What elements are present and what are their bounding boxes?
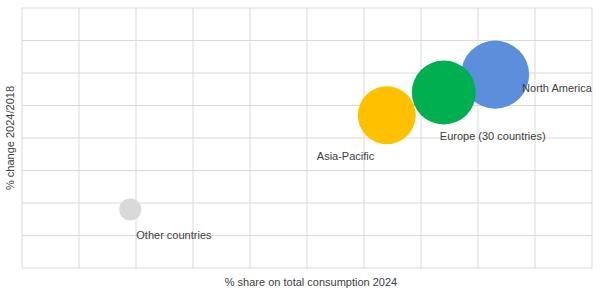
bubble bbox=[119, 198, 141, 220]
y-grid-line bbox=[22, 235, 592, 236]
bubble-labels: North America Europe (30 countries) Asia-P… bbox=[136, 82, 592, 241]
y-grid-line bbox=[22, 203, 592, 204]
bubble bbox=[358, 86, 416, 144]
x-axis-label: % share on total consumption 2024 bbox=[225, 276, 397, 288]
bubble-label: Europe (30 countries) bbox=[440, 130, 546, 142]
grid bbox=[22, 8, 592, 268]
y-grid-line bbox=[22, 8, 592, 9]
y-axis-label: % change 2024/2018 bbox=[4, 86, 16, 190]
y-grid-line bbox=[22, 268, 592, 269]
bubble-label: Other countries bbox=[136, 229, 212, 241]
bubble-label: North America bbox=[522, 82, 593, 94]
y-grid-line bbox=[22, 40, 592, 41]
y-grid-line bbox=[22, 170, 592, 171]
bubble-label: Asia-Pacific bbox=[317, 150, 375, 162]
bubble bbox=[412, 61, 476, 125]
chart: North America Europe (30 countries) Asia-P… bbox=[0, 0, 600, 296]
